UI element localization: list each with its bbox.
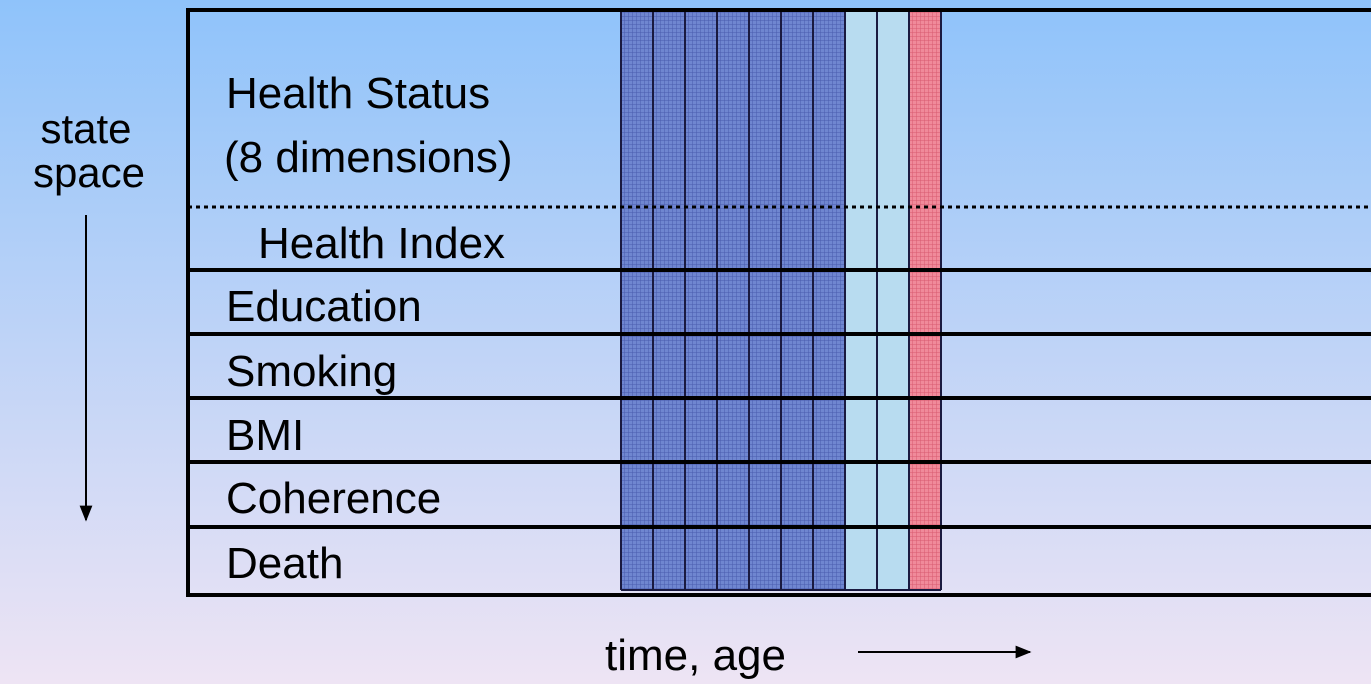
row-label: Health Status [226, 69, 490, 118]
row-label: BMI [226, 411, 304, 460]
grid-box [186, 8, 1371, 597]
dark-columns [621, 12, 845, 590]
row-label: Health Index [258, 219, 505, 268]
row-label: Coherence [226, 474, 441, 523]
row-label: Smoking [226, 347, 397, 396]
row-label: Education [226, 282, 422, 331]
red-column [909, 12, 941, 590]
row-label: (8 dimensions) [224, 133, 513, 182]
columns [620, 12, 942, 591]
space-label: space [33, 149, 145, 196]
row-label: Death [226, 539, 343, 588]
state-label: state [40, 105, 131, 152]
time-label: time, age [605, 631, 786, 680]
